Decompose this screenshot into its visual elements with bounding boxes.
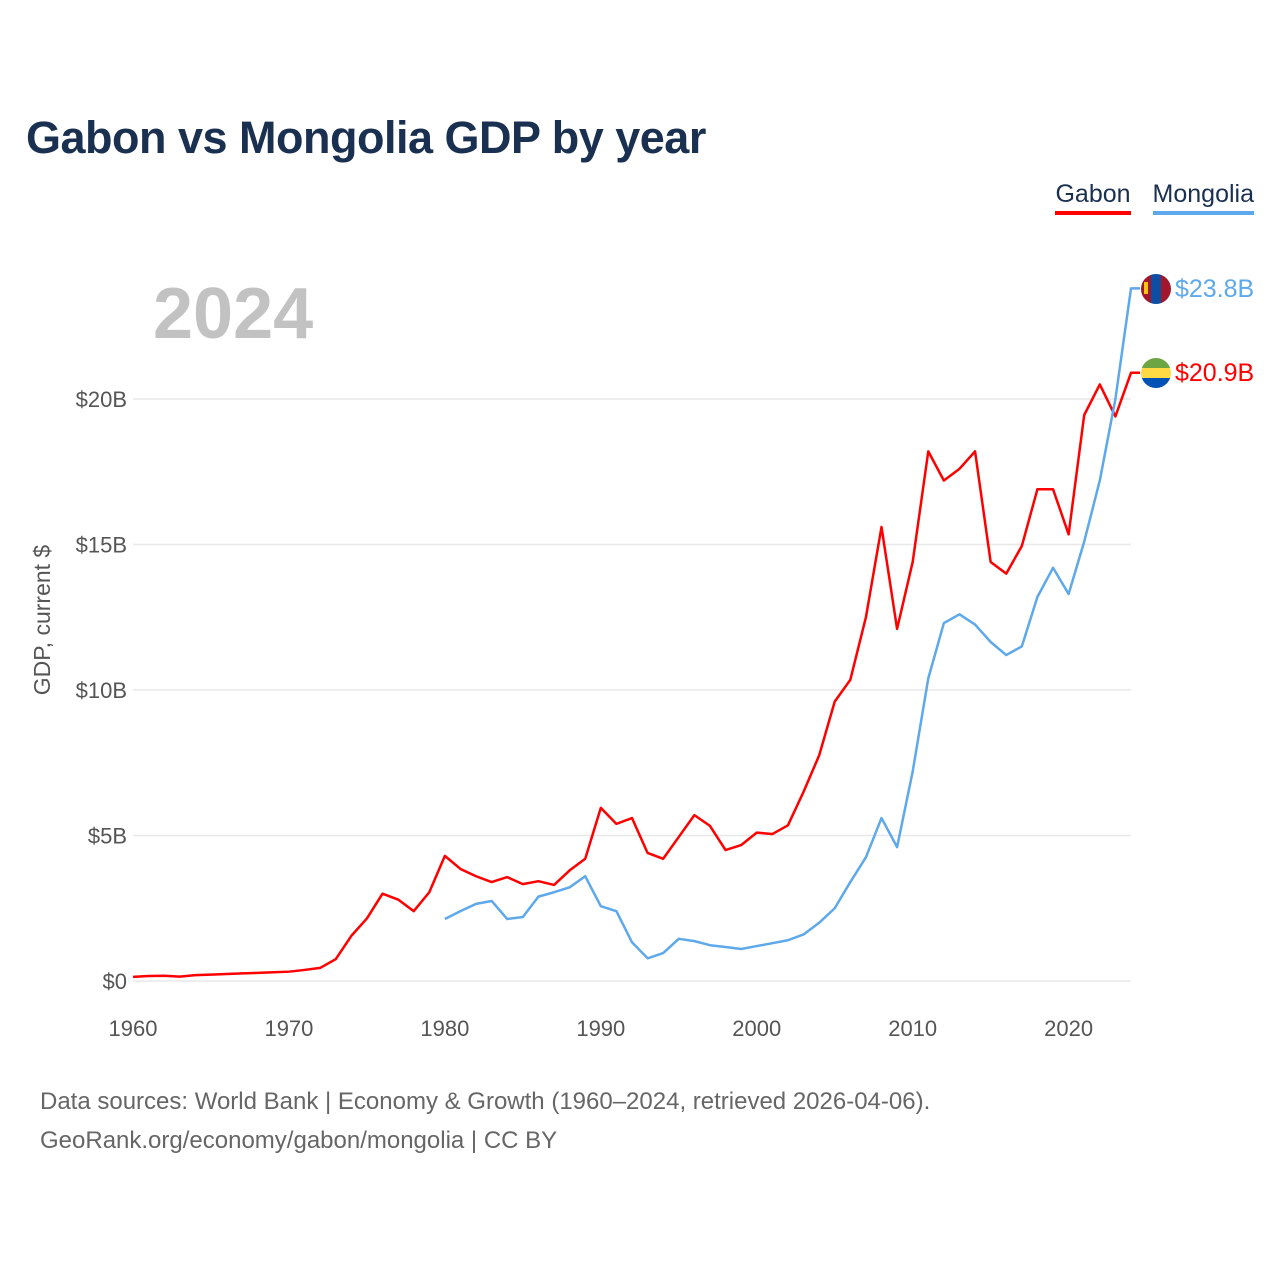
footer-sources: Data sources: World Bank | Economy & Gro… <box>40 1088 931 1115</box>
x-tick-label: 1970 <box>264 1016 313 1041</box>
gabon-end-label: $20.9B <box>1175 359 1254 387</box>
legend: Gabon Mongolia <box>1055 180 1254 215</box>
y-axis-label: GDP, current $ <box>29 545 55 696</box>
chart-title: Gabon vs Mongolia GDP by year <box>26 112 706 163</box>
y-tick-label: $0 <box>103 969 127 994</box>
mongolia-flag <box>1141 274 1171 304</box>
gabon-line <box>132 371 1140 979</box>
year-watermark: 2024 <box>153 274 313 354</box>
x-tick-label: 1960 <box>109 1016 158 1041</box>
gabon-flag <box>1141 358 1171 388</box>
x-tick-label: 2010 <box>888 1016 937 1041</box>
y-tick-label: $15B <box>76 533 127 558</box>
y-tick-label: $10B <box>76 678 127 703</box>
footer: Data sources: World Bank | Economy & Gro… <box>40 1082 930 1160</box>
legend-gabon[interactable]: Gabon <box>1055 180 1131 215</box>
mongolia-line <box>444 287 1140 960</box>
y-tick-label: $5B <box>88 824 127 849</box>
x-tick-label: 1980 <box>420 1016 469 1041</box>
legend-mongolia[interactable]: Mongolia <box>1152 180 1254 215</box>
x-tick-label: 2000 <box>732 1016 781 1041</box>
x-tick-label: 2020 <box>1044 1016 1093 1041</box>
mongolia-end-label: $23.8B <box>1175 275 1254 303</box>
y-tick-label: $20B <box>76 387 127 412</box>
footer-link[interactable]: GeoRank.org/economy/gabon/mongolia | CC … <box>40 1127 558 1154</box>
x-tick-label: 1990 <box>576 1016 625 1041</box>
